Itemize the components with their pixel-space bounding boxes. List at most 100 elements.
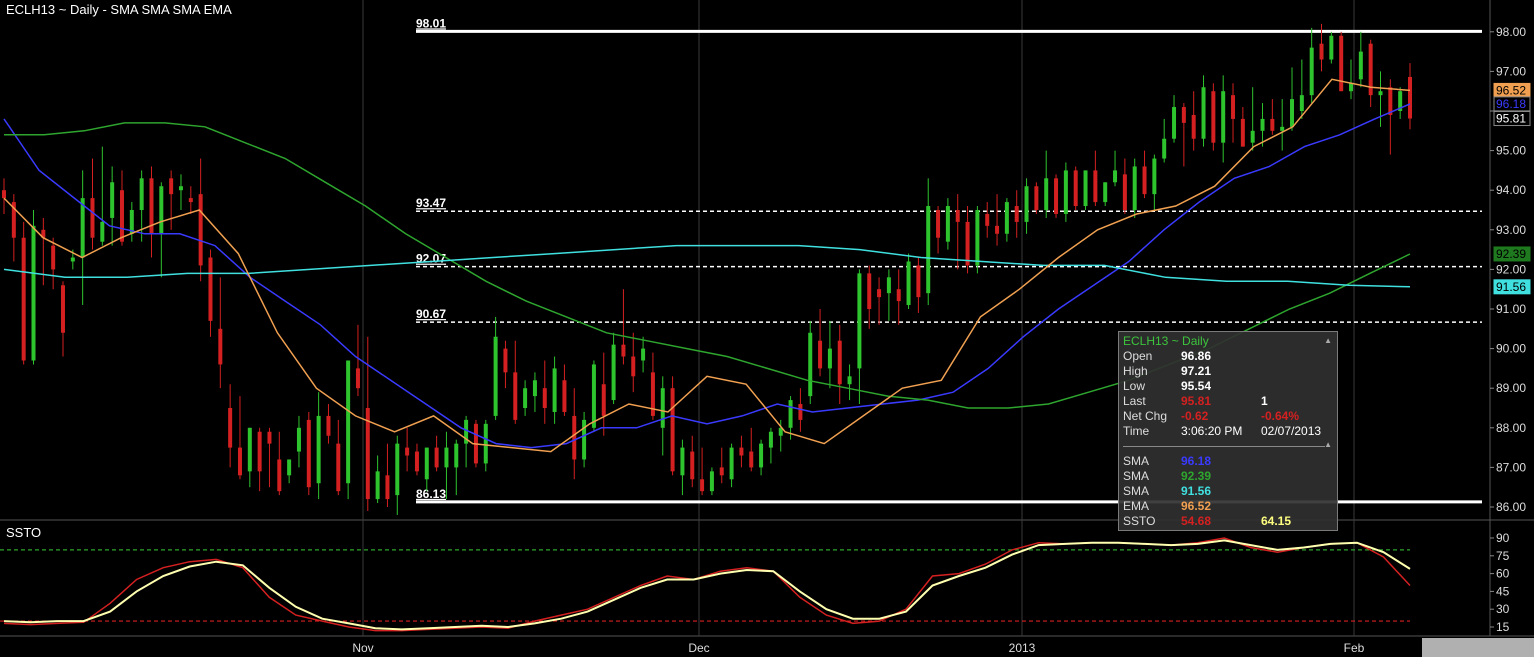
candle-body — [208, 257, 213, 321]
candle-body — [51, 245, 56, 270]
candle-body — [129, 210, 134, 234]
popup-extra: -0.64% — [1261, 409, 1300, 423]
candle — [1368, 39, 1373, 108]
candle-body — [80, 198, 85, 258]
candle — [1378, 71, 1383, 127]
candle-body — [424, 447, 429, 480]
level-label: 90.67 — [416, 307, 446, 321]
badge-box — [1493, 246, 1531, 262]
candle-body — [1349, 83, 1354, 92]
candle-body — [277, 459, 282, 492]
popup-label: SMA — [1123, 454, 1150, 468]
candle — [1299, 59, 1304, 119]
candle — [877, 277, 882, 325]
y-tick-label: 93.00 — [1496, 223, 1526, 237]
ma-line-sma — [3, 103, 1411, 449]
candle-body — [896, 289, 901, 302]
candle-body — [886, 277, 891, 294]
candle-body — [709, 471, 714, 492]
candle — [247, 427, 252, 488]
candle — [434, 435, 439, 472]
y-tick-label: 95.00 — [1496, 144, 1526, 158]
x-tick-label: Nov — [352, 641, 373, 655]
badge-label: 95.81 — [1496, 112, 1526, 126]
last-value-badge: 95.81 — [1493, 111, 1531, 127]
candle — [1063, 162, 1068, 222]
candle-body — [237, 447, 242, 476]
candle — [395, 435, 400, 515]
candle — [552, 356, 557, 424]
candle — [277, 431, 282, 496]
y-tick-label: 90.00 — [1496, 342, 1526, 356]
candle — [1034, 182, 1039, 214]
candle-body — [572, 415, 577, 460]
candle-body — [41, 229, 46, 238]
candle-body — [375, 471, 380, 500]
candle — [1181, 103, 1186, 167]
candle — [414, 443, 419, 476]
popup-label: Low — [1123, 379, 1146, 393]
y-tick-label: 45 — [1496, 584, 1510, 598]
candle-body — [70, 257, 75, 262]
candle — [1172, 95, 1177, 143]
candle-body — [552, 368, 557, 412]
candle — [346, 360, 351, 500]
candle-body — [1044, 178, 1049, 210]
popup-row-last: Last 95.81 1 — [1123, 394, 1268, 409]
candle — [1339, 31, 1344, 92]
candle-body — [700, 479, 705, 492]
candle — [100, 146, 105, 246]
candle-body — [936, 210, 941, 238]
candle — [631, 332, 636, 393]
candle-body — [1368, 43, 1373, 96]
candle — [1231, 83, 1236, 143]
candle — [1349, 59, 1354, 100]
candle-body — [1181, 107, 1186, 123]
candle — [2, 178, 6, 214]
data-window-title: ECLH13 ~ Daily — [1123, 334, 1209, 348]
candle-body — [257, 431, 262, 472]
candle — [1004, 198, 1009, 242]
candle — [503, 340, 508, 389]
candle — [1083, 170, 1088, 210]
candle — [985, 202, 990, 238]
y-tick-label: 86.00 — [1496, 500, 1526, 514]
candle — [139, 170, 144, 242]
candle — [1024, 178, 1029, 234]
candle-body — [1004, 202, 1009, 234]
candle-body — [1290, 99, 1295, 127]
candle-body — [523, 388, 528, 408]
y-tick-label: 98.00 — [1496, 25, 1526, 39]
candle-body — [149, 178, 154, 234]
popup-row-open: Open 96.86 — [1123, 349, 1261, 364]
candle — [975, 206, 980, 274]
candle — [178, 174, 183, 210]
candle — [562, 364, 567, 416]
candle — [169, 170, 174, 230]
candle-body — [218, 328, 223, 365]
candle — [493, 316, 498, 420]
candle-body — [582, 419, 587, 460]
last-value-badge: 91.56 — [1493, 279, 1531, 295]
ma-line-ema — [3, 78, 1411, 453]
candle — [1250, 87, 1255, 151]
horizontal-scrollbar[interactable] — [1422, 638, 1534, 657]
candle — [916, 257, 921, 313]
chart-title: ECLH13 ~ Daily - SMA SMA SMA EMA — [6, 2, 232, 17]
candle — [1044, 150, 1049, 218]
candle — [945, 198, 950, 250]
x-tick-label: Feb — [1344, 641, 1365, 655]
candle-body — [847, 376, 852, 385]
candle — [188, 186, 193, 214]
candle-body — [1142, 166, 1147, 195]
last-value-badge: 96.18 — [1493, 96, 1531, 112]
collapse-up-icon[interactable]: ▲ — [1324, 440, 1332, 449]
candle — [778, 419, 783, 452]
candle — [296, 415, 301, 468]
candle — [1132, 158, 1137, 218]
candle — [208, 249, 213, 337]
candle-body — [1054, 178, 1059, 214]
collapse-up-icon[interactable]: ▲ — [1324, 336, 1332, 345]
candle-body — [306, 419, 311, 488]
